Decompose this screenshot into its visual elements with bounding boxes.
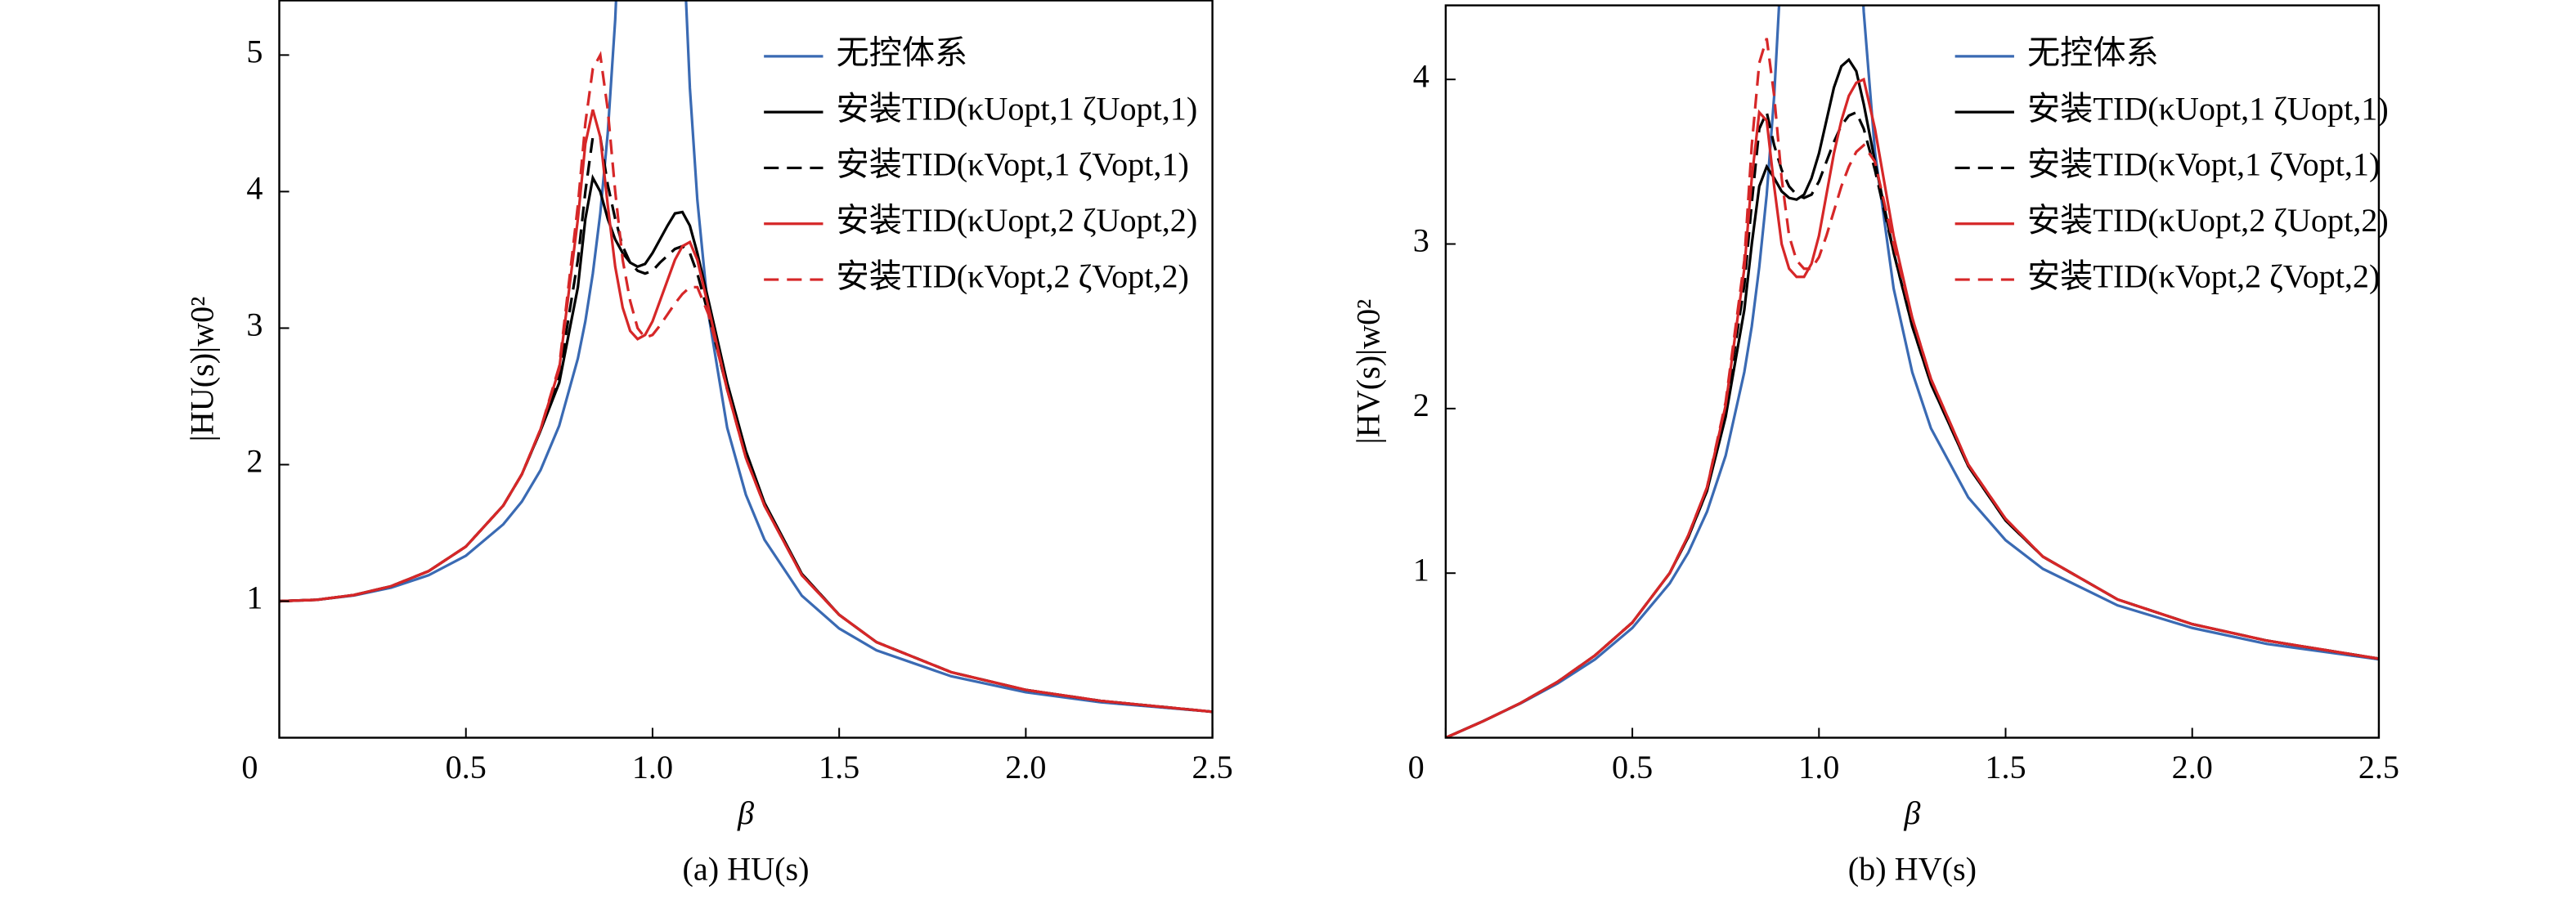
x-tick-label: 2.0 (1005, 749, 1046, 785)
series-line (279, 109, 1213, 714)
legend-label: 安装TID(κVopt,2 ζVopt,2) (2027, 257, 2380, 294)
legend-label: 安装TID(κVopt,1 ζVopt,1) (837, 146, 1189, 183)
legend-label: 安装TID(κUopt,2 ζUopt,2) (2027, 202, 2389, 239)
y-tick-label: 5 (246, 34, 263, 70)
x-tick-label: 1.5 (1985, 749, 2026, 785)
y-tick-label: 2 (1413, 387, 1429, 423)
x-tick-label: 1.0 (1798, 749, 1839, 785)
y-tick-label: 3 (246, 307, 263, 343)
axes-frame (1444, 4, 2381, 739)
x-tick-label: 0.5 (446, 749, 487, 785)
series-line (1445, 5, 2379, 738)
x-tick-label: 2.5 (1192, 749, 1232, 785)
x-tick-label: 1.5 (819, 749, 859, 785)
legend-label: 安装TID(κVopt,1 ζVopt,1) (2027, 146, 2380, 183)
series-line (279, 0, 1213, 714)
legend-label: 安装TID(κVopt,2 ζVopt,2) (837, 257, 1189, 294)
axes-frame (278, 0, 1214, 739)
y-tick-label: 4 (1413, 57, 1429, 94)
legend-label: 无控体系 (2027, 34, 2159, 71)
legend-label: 安装TID(κUopt,2 ζUopt,2) (837, 202, 1198, 239)
chart-caption: (b) HV(s) (1848, 851, 1977, 888)
plot-lines (1445, 5, 2379, 738)
y-axis-label: |HU(s)|w0² (183, 297, 220, 442)
y-tick-label: 1 (1413, 551, 1429, 588)
x-axis-label: β (737, 794, 754, 831)
y-tick-label: 4 (246, 170, 263, 207)
chart-caption: (a) HU(s) (683, 851, 810, 888)
series-line (279, 51, 1213, 714)
legend-label: 安装TID(κUopt,1 ζUopt,1) (837, 90, 1198, 127)
x-tick-label: 0.5 (1612, 749, 1653, 785)
y-tick-label: 3 (1413, 222, 1429, 259)
x-tick-label: 0 (1408, 749, 1425, 785)
x-tick-label: 2.0 (2172, 749, 2213, 785)
y-tick-label: 2 (246, 443, 263, 480)
plot-lines (279, 0, 1213, 714)
x-tick-label: 0 (241, 749, 258, 785)
x-tick-label: 2.5 (2358, 749, 2399, 785)
series-line (1445, 38, 2379, 738)
y-tick-label: 1 (246, 580, 263, 616)
y-axis-label: |HV(s)|w0² (1350, 299, 1387, 445)
x-tick-label: 1.0 (632, 749, 673, 785)
legend-label: 安装TID(κUopt,1 ζUopt,1) (2027, 90, 2389, 127)
x-axis-label: β (1903, 794, 1920, 831)
legend-label: 无控体系 (837, 34, 968, 71)
